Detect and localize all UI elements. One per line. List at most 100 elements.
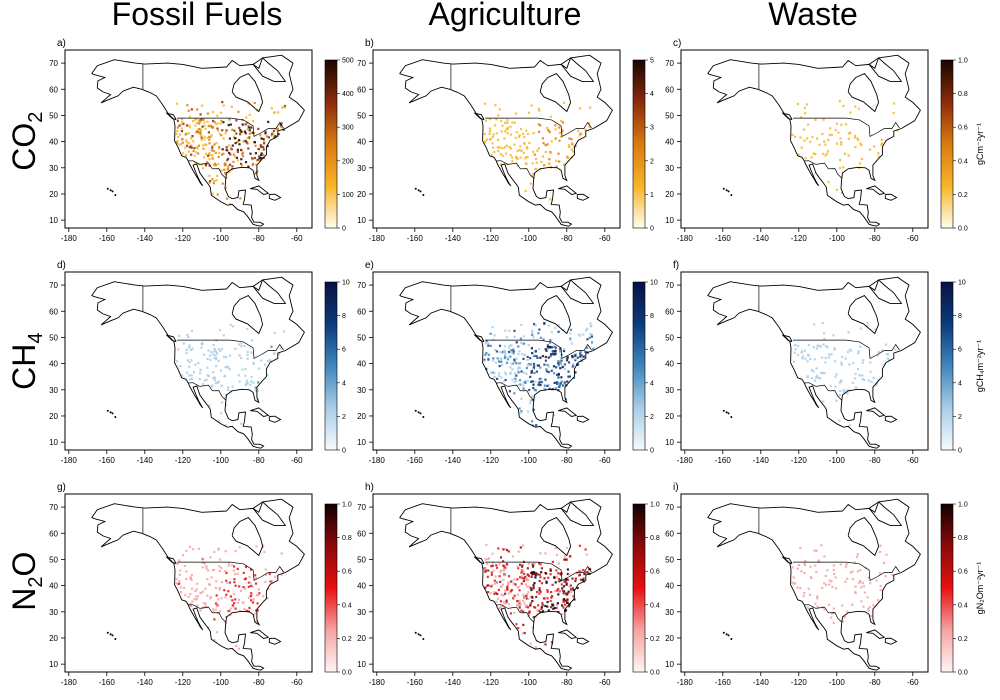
panel-label: g) [57, 482, 66, 493]
x-tick-label: -120 [483, 456, 500, 465]
x-tick-label: -60 [291, 234, 303, 243]
x-tick-label: -80 [869, 234, 881, 243]
colorbar-tick-label: 0.0 [650, 670, 660, 677]
colorbar-tick-label: 0.4 [650, 602, 660, 609]
x-tick-label: -160 [99, 234, 116, 243]
y-tick-label: 10 [357, 660, 366, 669]
colorbar-tick-label: 1.0 [958, 58, 968, 65]
y-tick-label: 30 [49, 608, 58, 617]
y-tick-label: 40 [665, 138, 674, 147]
y-tick-label: 70 [665, 281, 674, 290]
y-tick-label: 60 [49, 307, 58, 316]
map-panel-d: -180 -160 -140 -120 -100 -80 -6070605040302010… [49, 260, 350, 465]
x-tick-label: -160 [407, 234, 424, 243]
y-tick-label: 40 [49, 138, 58, 147]
y-tick-label: 60 [357, 85, 366, 94]
panel-label: i) [673, 482, 679, 493]
y-tick-label: 40 [357, 138, 366, 147]
y-tick-label: 20 [49, 412, 58, 421]
y-tick-label: 70 [665, 503, 674, 512]
y-tick-label: 50 [49, 555, 58, 564]
y-tick-label: 30 [49, 164, 58, 173]
colorbar-tick-label: 200 [342, 158, 354, 165]
colorbar-tick-label: 0 [650, 448, 654, 455]
x-tick-label: -140 [137, 234, 154, 243]
x-tick-label: -80 [253, 234, 265, 243]
x-tick-label: -100 [213, 678, 230, 687]
y-tick-label: 30 [665, 608, 674, 617]
colorbar-tick-label: 400 [342, 91, 354, 98]
y-tick-label: 40 [357, 582, 366, 591]
y-tick-label: 20 [357, 412, 366, 421]
x-tick-label: -160 [99, 678, 116, 687]
colorbar-tick-label: 2 [650, 158, 654, 165]
map-panel-b: -180 -160 -140 -120 -100 -80 -6070605040302010… [357, 38, 654, 243]
y-tick-label: 70 [49, 281, 58, 290]
colorbar-tick-label: 0.2 [342, 636, 352, 643]
colorbar-tick-label: 0.0 [342, 670, 352, 677]
x-tick-label: -140 [445, 234, 462, 243]
y-tick-label: 70 [49, 59, 58, 68]
colorbar-tick-label: 4 [958, 380, 962, 387]
x-tick-label: -120 [483, 678, 500, 687]
colorbar-tick-label: 0.6 [342, 569, 352, 576]
y-tick-label: 10 [357, 438, 366, 447]
colorbar-tick-label: 4 [650, 91, 654, 98]
map-panel-c: -180 -160 -140 -120 -100 -80 -60 70 60 50 40 30 20 10… [665, 38, 985, 243]
panel-label: h) [365, 482, 374, 493]
colorbar [632, 281, 646, 451]
x-tick-label: -100 [213, 234, 230, 243]
panel-label: f) [673, 260, 679, 271]
colorbar-tick-label: 0 [958, 448, 962, 455]
column-title-agriculture: Agriculture [428, 0, 582, 32]
x-tick-label: -120 [791, 678, 808, 687]
colorbar-tick-label: 1 [650, 192, 654, 199]
y-tick-label: 20 [665, 412, 674, 421]
x-tick-label: -120 [791, 456, 808, 465]
y-tick-label: 40 [665, 582, 674, 591]
y-tick-label: 70 [357, 281, 366, 290]
y-tick-label: 70 [665, 59, 674, 68]
y-tick-label: 60 [357, 307, 366, 316]
x-tick-label: -80 [561, 456, 573, 465]
colorbar-tick-label: 10 [342, 280, 350, 287]
colorbar-tick-label: 0.0 [958, 226, 968, 233]
colorbar [940, 503, 954, 673]
x-tick-label: -60 [907, 678, 919, 687]
y-tick-label: 50 [357, 555, 366, 564]
map-panel-e: -180 -160 -140 -120 -100 -80 -6070605040302010… [357, 260, 658, 465]
panel-label: e) [365, 260, 374, 271]
colorbar-tick-label: 2 [342, 414, 346, 421]
y-tick-label: 40 [49, 360, 58, 369]
y-tick-label: 30 [49, 386, 58, 395]
x-tick-label: -100 [829, 456, 846, 465]
y-tick-label: 60 [49, 529, 58, 538]
column-title-waste: Waste [768, 0, 858, 32]
y-tick-label: 30 [665, 386, 674, 395]
colorbar-tick-label: 1.0 [342, 502, 352, 509]
x-tick-label: -120 [175, 234, 192, 243]
y-tick-label: 20 [357, 190, 366, 199]
x-tick-label: -100 [213, 456, 230, 465]
unit-label: gN₂Om⁻²yr⁻¹ [975, 562, 985, 615]
colorbar-tick-label: 0.6 [650, 569, 660, 576]
x-tick-label: -180 [61, 234, 78, 243]
x-tick-label: -100 [521, 678, 538, 687]
map-panel-i: -180 -160 -140 -120 -100 -80 -60 70 60 50 40 30 20 10… [665, 482, 985, 687]
y-tick-label: 60 [665, 529, 674, 538]
colorbar [632, 503, 646, 673]
colorbar-tick-label: 8 [650, 313, 654, 320]
colorbar-tick-label: 0.2 [958, 636, 968, 643]
x-tick-label: -60 [907, 234, 919, 243]
x-tick-label: -180 [369, 234, 386, 243]
y-tick-label: 10 [665, 438, 674, 447]
x-tick-label: -60 [599, 234, 611, 243]
x-tick-label: -120 [175, 678, 192, 687]
colorbar-tick-label: 0.6 [958, 569, 968, 576]
y-tick-label: 10 [357, 216, 366, 225]
y-tick-label: 50 [665, 555, 674, 564]
unit-label: gCm⁻²yr⁻¹ [975, 123, 985, 165]
colorbar [324, 59, 338, 229]
x-tick-label: -180 [677, 234, 694, 243]
